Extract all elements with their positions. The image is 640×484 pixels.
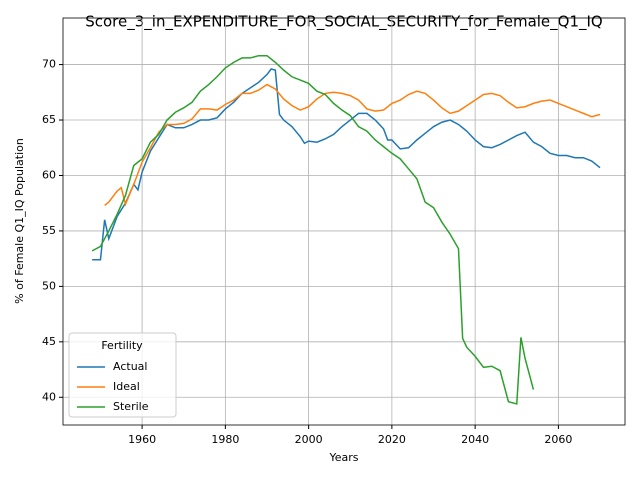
y-tick-label: 60 <box>42 168 56 181</box>
y-tick-label: 50 <box>42 279 56 292</box>
chart-title: Score_3_in_EXPENDITURE_FOR_SOCIAL_SECURI… <box>85 13 603 32</box>
legend-title: Fertility <box>101 339 143 352</box>
legend-box <box>68 332 177 418</box>
y-tick-label: 65 <box>42 113 56 126</box>
x-tick-label: 1960 <box>128 433 156 446</box>
x-tick-label: 1980 <box>211 433 239 446</box>
plot-frame <box>62 17 626 426</box>
x-tick-label: 2020 <box>378 433 406 446</box>
legend-label: Ideal <box>113 380 140 393</box>
legend-label: Actual <box>113 360 147 373</box>
x-tick-label: 2000 <box>295 433 323 446</box>
y-tick-label: 70 <box>42 58 56 71</box>
y-tick-label: 55 <box>42 224 56 237</box>
series-line <box>104 83 601 207</box>
legend-label: Sterile <box>113 400 149 413</box>
series-line <box>91 54 535 405</box>
x-tick-label: 2040 <box>461 433 489 446</box>
x-tick-label: 2060 <box>544 433 572 446</box>
y-tick-label: 40 <box>42 390 56 403</box>
y-axis-label: % of Female Q1_IQ Population <box>13 138 26 304</box>
x-axis-label: Years <box>328 451 358 464</box>
y-tick-label: 45 <box>42 335 56 348</box>
